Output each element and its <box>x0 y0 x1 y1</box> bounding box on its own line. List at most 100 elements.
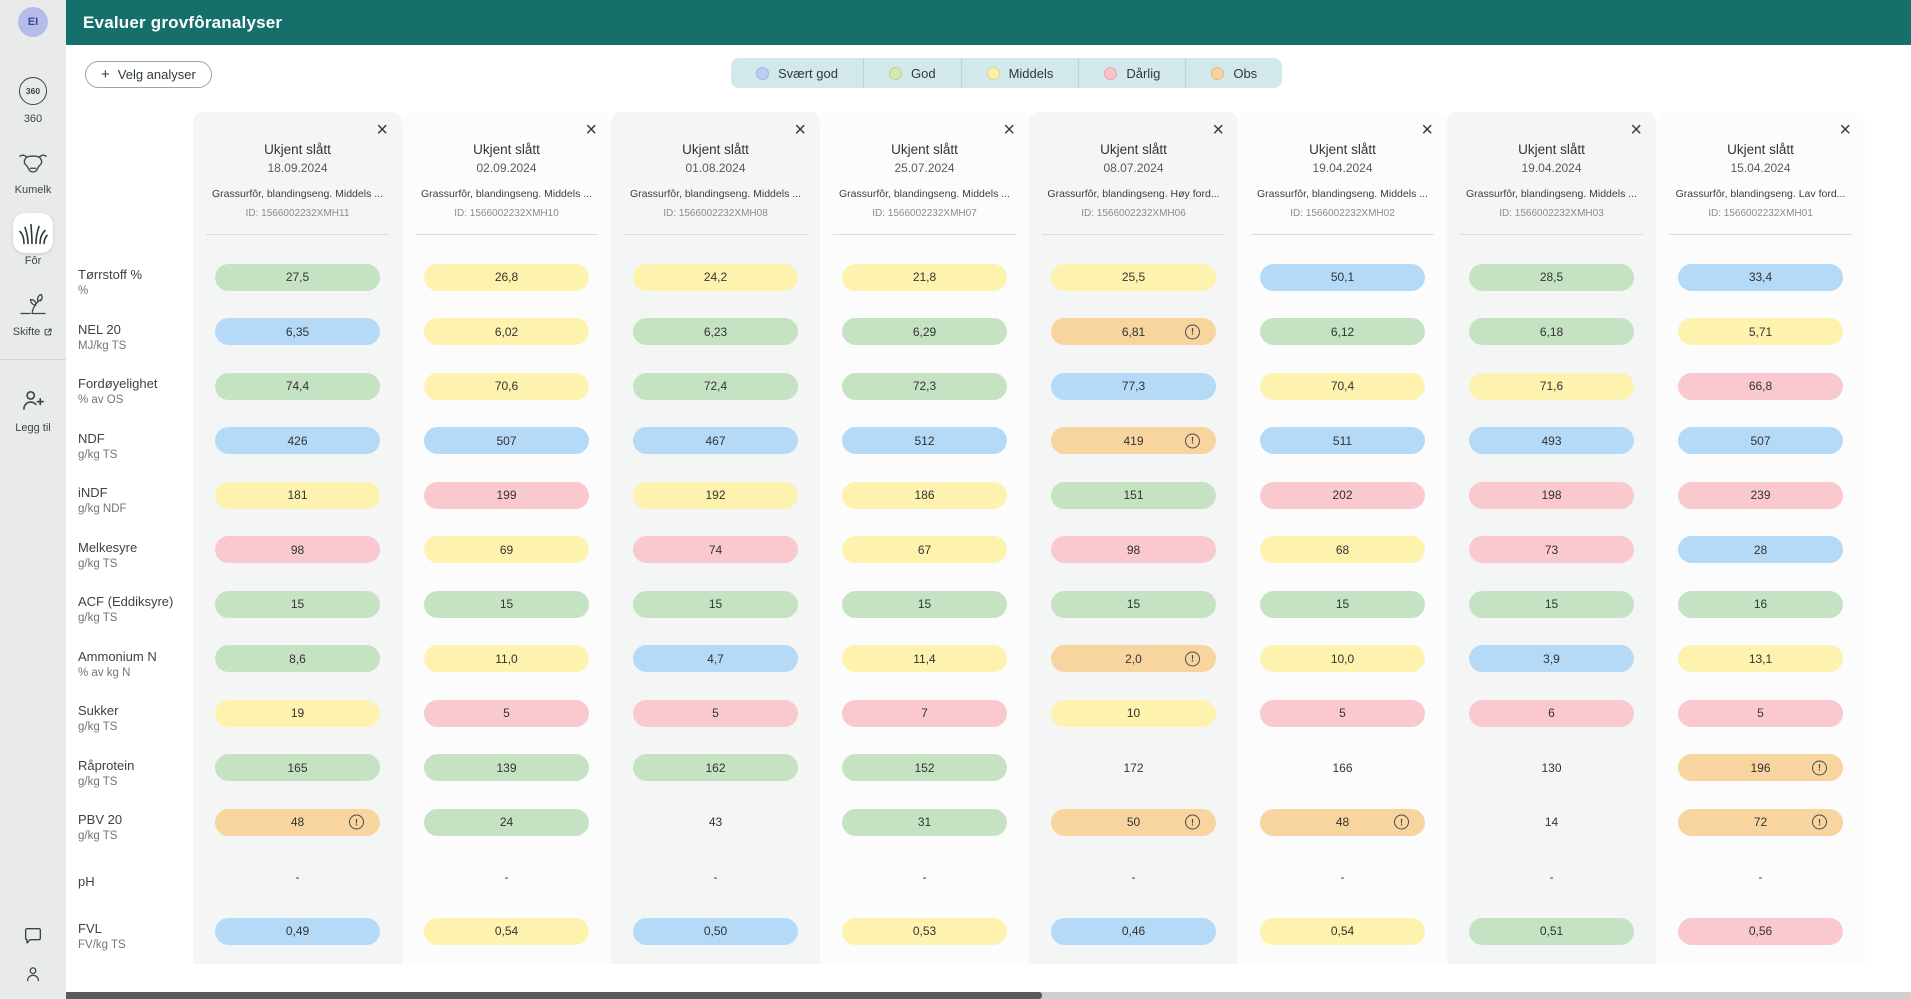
value-text: 239 <box>1750 488 1771 503</box>
sidebar-item-label: Skifte <box>13 326 54 338</box>
warning-icon[interactable]: ! <box>349 814 364 830</box>
horizontal-scrollbar-thumb[interactable] <box>0 992 1042 999</box>
row-label-name: pH <box>78 873 95 889</box>
value-cell-ph: - <box>611 850 820 905</box>
sidebar-item-kumelk[interactable]: Kumelk <box>0 142 66 196</box>
value-cell-ndf: 511 <box>1238 414 1447 469</box>
chat-icon[interactable] <box>20 923 46 949</box>
value-pill: 27,5 <box>215 263 380 291</box>
grass-icon <box>13 213 53 253</box>
value-text: 15 <box>1335 597 1350 612</box>
row-label-name: ACF (Eddiksyre) <box>78 594 174 610</box>
value-text: 5,71 <box>1748 324 1773 339</box>
legend-dot <box>986 66 1000 80</box>
analysis-title: Ukjent slått <box>1727 142 1794 157</box>
value-rows: 27,5 6,35 74,4 426 181 98 15 8,6 19 165 48! - 0,49 <box>193 235 402 959</box>
value-pill: 196! <box>1678 754 1843 782</box>
close-icon[interactable]: × <box>1630 119 1642 141</box>
value-text: 15 <box>499 597 514 612</box>
person-icon[interactable] <box>20 961 46 987</box>
value-pill: 511 <box>1260 427 1425 455</box>
legend-item-god: God <box>864 58 962 88</box>
value-pill: 28,5 <box>1469 263 1634 291</box>
value-cell-nel-20: 6,23 <box>611 305 820 360</box>
value-text: 6,81 <box>1121 324 1146 339</box>
close-icon[interactable]: × <box>1003 119 1015 141</box>
analysis-column-4: × Ukjent slått 25.07.2024 Grassurfôr, bland… <box>820 112 1029 964</box>
close-icon[interactable]: × <box>1839 119 1851 141</box>
close-icon[interactable]: × <box>376 119 388 141</box>
value-text: 172 <box>1123 760 1144 775</box>
close-icon[interactable]: × <box>1212 119 1224 141</box>
value-cell-ford-yelighet: 72,3 <box>820 359 1029 414</box>
sidebar-item-label-text: Skifte <box>12 326 41 338</box>
value-text: 5 <box>503 706 510 721</box>
value-text: 72,3 <box>912 379 937 394</box>
velg-analyser-button[interactable]: + Velg analyser <box>85 61 212 88</box>
value-text: 14 <box>1544 815 1559 830</box>
value-rows: 24,2 6,23 72,4 467 192 74 15 4,7 5 162 43 - 0,50 <box>611 235 820 959</box>
sidebar-item-for[interactable]: Fôr <box>0 213 66 267</box>
legend-item-middels: Middels <box>962 58 1080 88</box>
analysis-id: ID: 1566002232XMH10 <box>454 208 559 219</box>
value-text: 419 <box>1123 433 1144 448</box>
analysis-id: ID: 1566002232XMH07 <box>872 208 977 219</box>
value-text: 31 <box>917 815 932 830</box>
value-text: 10 <box>1126 706 1141 721</box>
value-cell-ph: - <box>820 850 1029 905</box>
analysis-date: 19.04.2024 <box>1521 161 1582 175</box>
value-rows: 25,5 6,81! 77,3 419! 151 98 15 2,0! 10 172 50! - 0,4… <box>1029 235 1238 959</box>
warning-icon[interactable]: ! <box>1185 814 1200 830</box>
value-text: 66,8 <box>1748 379 1773 394</box>
warning-icon[interactable]: ! <box>1812 814 1827 830</box>
value-pill: 467 <box>633 427 798 455</box>
value-text: 72 <box>1753 815 1768 830</box>
sidebar-item-360[interactable]: 360 360 <box>0 71 66 125</box>
analysis-title: Ukjent slått <box>1518 142 1585 157</box>
value-cell-r-protein: 139 <box>402 741 611 796</box>
value-cell-ford-yelighet: 77,3 <box>1029 359 1238 414</box>
value-text: 13,1 <box>1748 651 1773 666</box>
sidebar-item-label: Fôr <box>24 255 42 267</box>
value-text: 511 <box>1332 433 1353 448</box>
value-pill: 5 <box>633 699 798 727</box>
column-divider <box>833 234 1016 235</box>
row-label-ammonium-n: Ammonium N % av kg N <box>66 637 193 692</box>
close-icon[interactable]: × <box>1421 119 1433 141</box>
value-cell-fvl: 0,54 <box>1238 904 1447 959</box>
value-pill: 0,50 <box>633 917 798 945</box>
value-text: 192 <box>705 488 726 503</box>
value-text: 165 <box>287 760 308 775</box>
warning-icon[interactable]: ! <box>1812 760 1827 776</box>
value-cell-ammonium-n: 10,0 <box>1238 632 1447 687</box>
row-label-acf-eddiksyre: ACF (Eddiksyre) g/kg TS <box>66 582 193 637</box>
value-pill: 15 <box>424 590 589 618</box>
row-label-name: Ammonium N <box>78 648 157 664</box>
value-cell-fvl: 0,49 <box>193 904 402 959</box>
row-label-unit: g/kg TS <box>78 557 118 570</box>
value-pill: 13,1 <box>1678 645 1843 673</box>
value-cell-acf-eddiksyre: 15 <box>611 577 820 632</box>
warning-icon[interactable]: ! <box>1185 651 1200 667</box>
value-pill: 70,4 <box>1260 372 1425 400</box>
value-pill: 199 <box>424 481 589 509</box>
analysis-title: Ukjent slått <box>1309 142 1376 157</box>
sidebar-item-skifte[interactable]: Skifte <box>0 284 66 338</box>
analysis-column-6: × Ukjent slått 19.04.2024 Grassurfôr, bland… <box>1238 112 1447 964</box>
close-icon[interactable]: × <box>794 119 806 141</box>
sidebar-item-legg-til[interactable]: Legg til <box>0 380 66 434</box>
warning-icon[interactable]: ! <box>1185 324 1200 340</box>
row-label-name: Sukker <box>78 703 119 719</box>
value-text: 0,51 <box>1539 924 1564 939</box>
value-text: 198 <box>1541 488 1562 503</box>
value-text: 15 <box>1126 597 1141 612</box>
analysis-description: Grassurfôr, blandingseng. Lav ford... <box>1675 188 1846 200</box>
value-cell-r-protein: 196! <box>1656 741 1865 796</box>
warning-icon[interactable]: ! <box>1394 814 1409 830</box>
avatar[interactable]: EI <box>18 7 48 37</box>
close-icon[interactable]: × <box>585 119 597 141</box>
value-cell-fvl: 0,56 <box>1656 904 1865 959</box>
warning-icon[interactable]: ! <box>1185 433 1200 449</box>
value-rows: 50,1 6,12 70,4 511 202 68 15 10,0 5 166 48! - 0,54 <box>1238 235 1447 959</box>
value-cell-melkesyre: 73 <box>1447 523 1656 578</box>
